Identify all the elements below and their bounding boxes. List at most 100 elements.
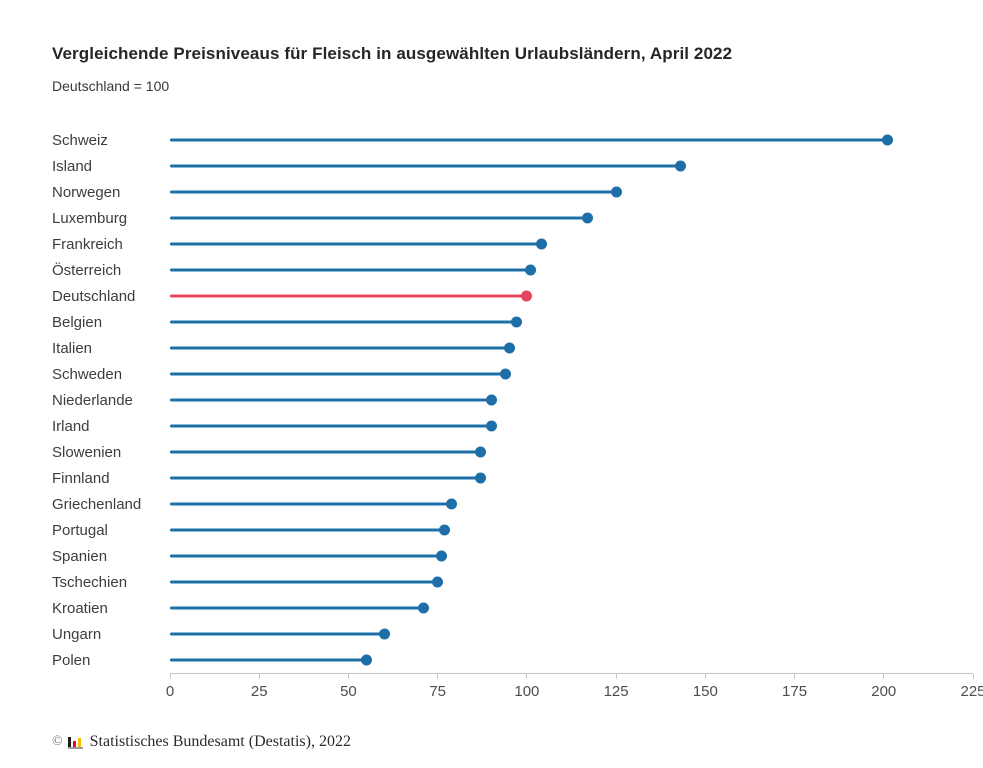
- chart-rows: Schweiz Island Norwegen Luxemburg Frankreich…: [52, 127, 973, 673]
- row-label: Österreich: [52, 261, 122, 279]
- x-axis-tick: [615, 674, 617, 679]
- row-plot: [170, 647, 973, 673]
- chart-row: Schweden: [52, 361, 973, 387]
- chart-row: Norwegen: [52, 179, 973, 205]
- lollipop-line: [170, 528, 445, 532]
- x-axis-tick-label: 100: [514, 683, 540, 700]
- row-label: Schweden: [52, 365, 123, 383]
- chart-title: Vergleichende Preisniveaus für Fleisch i…: [52, 44, 733, 63]
- chart-row: Österreich: [52, 257, 973, 283]
- x-axis-tick: [526, 674, 528, 679]
- x-axis-tick-label: 25: [250, 683, 268, 700]
- lollipop-dot: [432, 576, 444, 588]
- row-label: Deutschland: [52, 287, 136, 305]
- row-plot: [170, 127, 973, 153]
- x-axis-tick-label: 150: [692, 683, 718, 700]
- lollipop-dot: [360, 654, 372, 666]
- lollipop-line: [170, 450, 481, 454]
- lollipop-line: [170, 138, 888, 142]
- lollipop-dot: [485, 394, 497, 406]
- x-axis-tick-label: 225: [960, 683, 983, 700]
- lollipop-dot: [499, 368, 511, 380]
- lollipop-line: [170, 502, 452, 506]
- chart-row: Deutschland: [52, 283, 973, 309]
- destatis-logo-icon: [67, 735, 84, 749]
- lollipop-dot: [485, 420, 497, 432]
- x-axis-tick: [347, 674, 349, 679]
- lollipop-chart: Schweiz Island Norwegen Luxemburg Frankreich…: [52, 127, 983, 704]
- x-axis-tick: [258, 674, 260, 679]
- chart-row: Griechenland: [52, 491, 973, 517]
- lollipop-dot: [524, 264, 536, 276]
- row-label: Norwegen: [52, 183, 121, 201]
- source-text: Statistisches Bundesamt (Destatis), 2022: [89, 733, 351, 750]
- row-label: Irland: [52, 417, 90, 435]
- logo-bar-black: [67, 737, 71, 747]
- x-axis-tick-label: 75: [429, 683, 446, 700]
- lollipop-dot: [610, 186, 622, 198]
- lollipop-line: [170, 242, 542, 246]
- lollipop-line: [170, 632, 385, 636]
- row-plot: [170, 569, 973, 595]
- row-plot: [170, 439, 973, 465]
- lollipop-dot: [535, 238, 547, 250]
- chart-row: Spanien: [52, 543, 973, 569]
- row-plot: [170, 179, 973, 205]
- x-axis-tick-label: 50: [340, 683, 357, 700]
- x-axis-tick: [794, 674, 796, 679]
- row-label: Tschechien: [52, 573, 128, 591]
- row-label: Griechenland: [52, 495, 142, 513]
- lollipop-dot: [503, 342, 515, 354]
- x-axis-tick: [437, 674, 439, 679]
- x-axis-tick-label: 175: [782, 683, 808, 700]
- chart-row: Tschechien: [52, 569, 973, 595]
- row-plot: [170, 309, 973, 335]
- lollipop-dot: [378, 628, 390, 640]
- lollipop-dot: [446, 498, 458, 510]
- row-plot: [170, 595, 973, 621]
- chart-row: Ungarn: [52, 621, 973, 647]
- lollipop-line: [170, 190, 617, 194]
- row-plot: [170, 361, 973, 387]
- row-plot: [170, 517, 973, 543]
- chart-subtitle: Deutschland = 100: [52, 78, 170, 94]
- chart-row: Italien: [52, 335, 973, 361]
- chart-row: Portugal: [52, 517, 973, 543]
- chart-row: Niederlande: [52, 387, 973, 413]
- x-axis: 0 25 50 75 100 125 150 175 200 225: [166, 673, 983, 704]
- row-plot: [170, 465, 973, 491]
- row-label: Frankreich: [52, 235, 123, 253]
- lollipop-line: [170, 294, 527, 298]
- chart-row: Kroatien: [52, 595, 973, 621]
- lollipop-line: [170, 164, 681, 168]
- row-plot: [170, 283, 973, 309]
- row-label: Luxemburg: [52, 209, 128, 227]
- lollipop-dot: [510, 316, 522, 328]
- lollipop-line: [170, 476, 481, 480]
- logo-bar-red: [72, 741, 76, 747]
- row-label: Finnland: [52, 469, 110, 487]
- lollipop-line: [170, 554, 442, 558]
- lollipop-line: [170, 372, 506, 376]
- row-plot: [170, 543, 973, 569]
- x-axis-tick: [883, 674, 885, 679]
- lollipop-dot: [582, 212, 594, 224]
- chart-row: Slowenien: [52, 439, 973, 465]
- lollipop-line: [170, 268, 531, 272]
- source-footer: © Statistisches Bundesamt (Destatis), 20…: [52, 733, 351, 751]
- lollipop-dot: [881, 134, 893, 146]
- lollipop-line: [170, 320, 517, 324]
- copyright-symbol: ©: [52, 734, 63, 749]
- row-label: Spanien: [52, 547, 108, 565]
- x-axis-tick-label: 200: [871, 683, 897, 700]
- chart-row: Belgien: [52, 309, 973, 335]
- row-label: Italien: [52, 339, 93, 357]
- lollipop-line: [170, 216, 588, 220]
- row-label: Slowenien: [52, 443, 122, 461]
- row-label: Schweiz: [52, 131, 108, 149]
- row-plot: [170, 335, 973, 361]
- row-plot: [170, 153, 973, 179]
- row-plot: [170, 257, 973, 283]
- chart-row: Schweiz: [52, 127, 973, 153]
